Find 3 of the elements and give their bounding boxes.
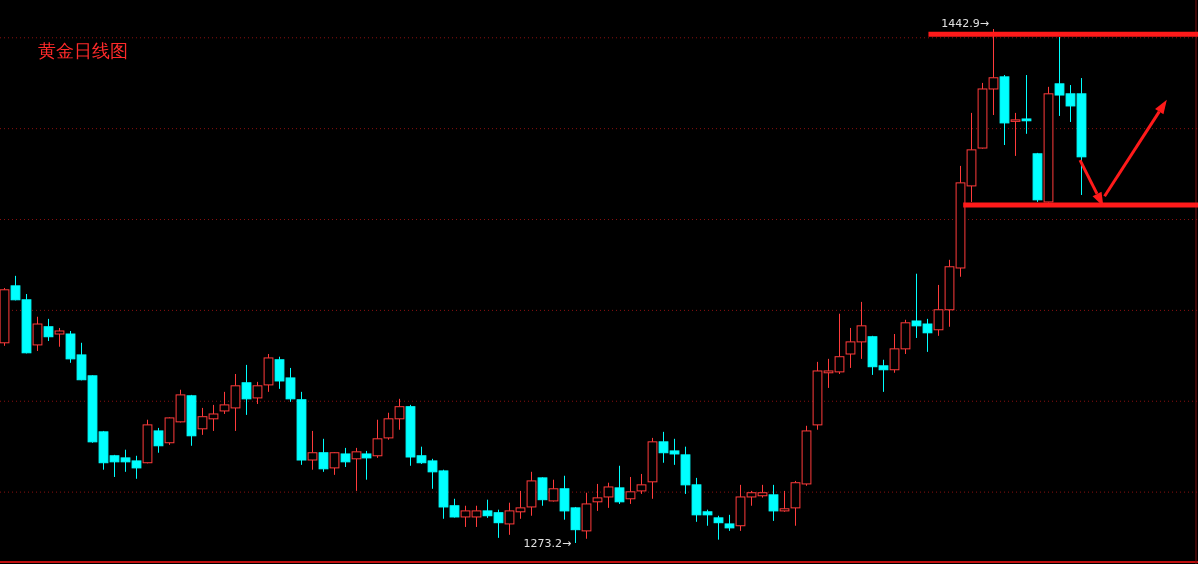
annotation: 1273.2→ <box>523 537 572 550</box>
text: 黄金日线图 <box>38 40 128 61</box>
annotation: 1442.9→ <box>941 17 989 30</box>
